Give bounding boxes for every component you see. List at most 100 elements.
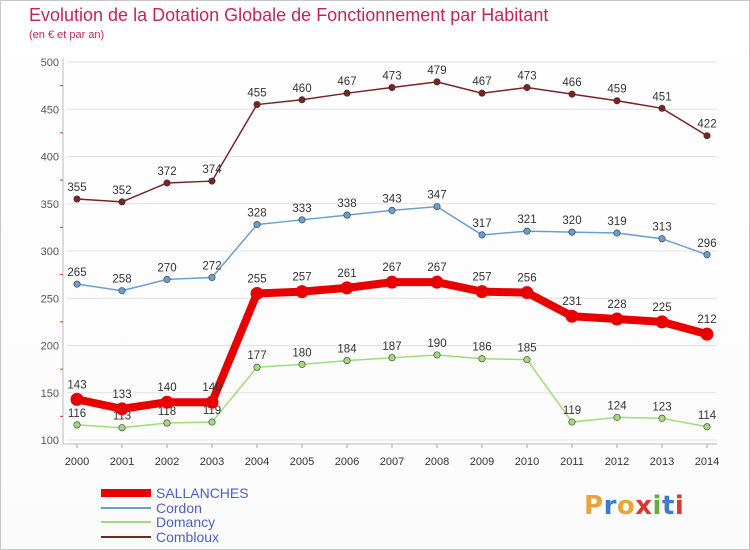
data-label-cordon: 313 (652, 222, 671, 234)
data-label-combloux: 467 (472, 76, 491, 88)
x-tick-label: 2012 (605, 456, 629, 468)
data-label-sallanches: 140 (157, 382, 176, 394)
logo-letter: i (652, 491, 662, 521)
x-tick-label: 2003 (200, 456, 224, 468)
legend-item-combloux: Combloux (101, 529, 249, 545)
data-label-domancy: 123 (652, 401, 671, 413)
data-point-combloux (478, 89, 486, 97)
data-label-domancy: 116 (68, 408, 86, 420)
data-point-sallanches (385, 275, 399, 289)
data-label-cordon: 319 (607, 216, 626, 228)
data-point-sallanches (295, 285, 309, 299)
data-label-domancy: 177 (247, 350, 266, 362)
legend-label: Cordon (156, 499, 202, 516)
data-point-domancy (523, 356, 531, 364)
data-point-domancy (568, 418, 576, 426)
proxiti-logo: Proxiti (584, 491, 684, 521)
data-label-domancy: 185 (517, 343, 536, 355)
series-line-combloux (76, 81, 708, 203)
data-point-domancy (703, 423, 711, 431)
data-point-cordon (163, 275, 171, 283)
data-point-cordon (208, 273, 216, 281)
data-label-combloux: 374 (202, 164, 222, 176)
data-point-sallanches (160, 395, 174, 409)
data-label-cordon: 333 (292, 203, 311, 215)
data-label-cordon: 338 (337, 198, 356, 210)
data-label-sallanches: 133 (112, 389, 131, 401)
x-tick-label: 2000 (65, 456, 89, 468)
data-point-combloux (163, 179, 171, 187)
data-point-domancy (658, 414, 666, 422)
data-label-cordon: 320 (562, 215, 581, 227)
data-label-sallanches: 231 (562, 296, 581, 308)
data-label-cordon: 296 (697, 238, 716, 250)
data-label-cordon: 258 (112, 274, 131, 286)
data-point-cordon (343, 211, 351, 219)
data-point-combloux (253, 101, 261, 109)
data-point-sallanches (655, 315, 669, 329)
data-point-cordon (703, 251, 711, 259)
y-tick-label: 500 (41, 57, 59, 69)
data-label-domancy: 180 (292, 347, 311, 359)
data-point-domancy (73, 421, 81, 429)
data-label-domancy: 119 (203, 405, 221, 417)
data-point-sallanches (475, 285, 489, 299)
data-point-sallanches (430, 275, 444, 289)
logo-letter: i (674, 491, 685, 521)
data-label-domancy: 124 (607, 400, 627, 412)
data-point-combloux (568, 90, 576, 98)
logo-letter: x (635, 491, 653, 521)
x-tick-label: 2006 (335, 456, 359, 468)
data-point-domancy (433, 351, 441, 359)
y-tick-label: 300 (41, 246, 59, 258)
logo-letter: P (584, 491, 604, 521)
data-point-sallanches (520, 286, 534, 300)
data-label-combloux: 352 (112, 185, 131, 197)
data-point-combloux (298, 96, 306, 104)
data-point-combloux (73, 195, 81, 203)
data-point-sallanches (340, 281, 354, 295)
y-tick-label: 450 (41, 104, 59, 116)
data-point-combloux (208, 177, 216, 185)
data-label-combloux: 355 (67, 182, 86, 194)
data-label-sallanches: 225 (652, 302, 671, 314)
x-tick-label: 2002 (155, 456, 179, 468)
x-tick-label: 2001 (110, 456, 134, 468)
data-label-combloux: 455 (247, 88, 266, 100)
data-point-sallanches (115, 402, 129, 416)
data-point-cordon (658, 235, 666, 243)
y-tick-label: 350 (41, 199, 59, 211)
data-point-cordon (613, 229, 621, 237)
data-label-combloux: 467 (337, 76, 356, 88)
data-label-sallanches: 267 (382, 262, 401, 274)
data-point-combloux (118, 198, 126, 206)
y-tick-label: 150 (41, 388, 59, 400)
data-point-cordon (118, 287, 126, 295)
data-label-cordon: 328 (247, 208, 266, 220)
x-tick-label: 2013 (650, 456, 674, 468)
y-tick-label: 200 (41, 341, 59, 353)
y-tick-label: 100 (41, 435, 59, 447)
data-point-combloux (613, 97, 621, 105)
data-label-cordon: 265 (67, 267, 86, 279)
data-label-combloux: 473 (517, 71, 536, 83)
data-label-sallanches: 261 (337, 268, 356, 280)
x-tick-label: 2007 (380, 456, 404, 468)
data-label-sallanches: 257 (472, 272, 491, 284)
data-label-domancy: 187 (382, 341, 401, 353)
data-label-sallanches: 267 (427, 262, 446, 274)
data-point-combloux (343, 89, 351, 97)
data-point-sallanches (70, 392, 84, 406)
data-point-domancy (388, 354, 396, 362)
legend-label: SALLANCHES (156, 485, 249, 501)
data-point-cordon (433, 203, 441, 211)
data-point-cordon (253, 221, 261, 229)
data-label-combloux: 372 (157, 166, 176, 178)
data-point-cordon (298, 216, 306, 224)
data-point-sallanches (700, 327, 714, 341)
data-label-domancy: 113 (113, 411, 131, 423)
data-point-sallanches (610, 312, 624, 326)
x-tick-label: 2008 (425, 456, 449, 468)
